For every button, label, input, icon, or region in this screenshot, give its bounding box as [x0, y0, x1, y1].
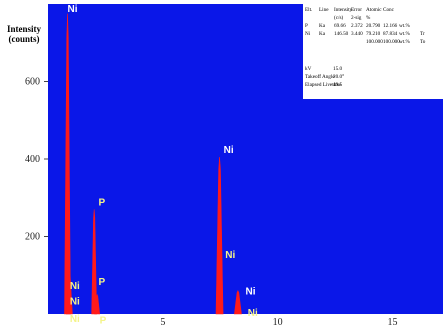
spectrum-peak	[215, 157, 224, 315]
parameter-cell: 49.5	[333, 82, 342, 88]
peak-label: Ni	[70, 314, 80, 325]
y-axis-label-line-1: Intensity	[7, 24, 42, 34]
parameter-cell: 20.0°	[333, 73, 344, 80]
y-axis-ticks: 200 400 600	[25, 77, 48, 243]
table-cell: Elt.	[305, 7, 312, 13]
table-cell: Line	[319, 7, 329, 13]
spectrum-peak	[94, 293, 101, 315]
peak-label: Ni	[68, 4, 78, 15]
table-cell: Atomic	[366, 7, 382, 13]
parameter-cell: Elapsed Livetime	[305, 82, 342, 88]
table-background	[303, 4, 443, 99]
spectrum-layer	[64, 13, 242, 315]
table-cell: 2-sig	[351, 15, 362, 21]
table-cell: P	[305, 23, 308, 29]
y-axis-label: Intensity (counts)	[7, 24, 42, 44]
table-cell: Conc	[383, 7, 395, 13]
parameter-cell: Takeoff Angle	[305, 73, 335, 80]
peak-label: P	[100, 316, 107, 327]
peak-label: P	[99, 277, 106, 288]
table-cell: Error	[351, 7, 362, 13]
y-tick-label: 400	[25, 154, 40, 165]
peak-label: Ni	[248, 308, 258, 319]
table-cell: Ka	[319, 23, 326, 29]
table-cell: wt.%	[399, 39, 410, 45]
table-cell: 87.834	[383, 31, 398, 37]
peak-label: Ni	[225, 250, 235, 261]
peak-label: P	[99, 198, 106, 209]
table-cell: Tr	[420, 31, 425, 37]
table-cell: %	[366, 15, 371, 21]
table-cell: wt.%	[399, 23, 410, 29]
table-cell: 12.166	[383, 23, 398, 29]
x-tick-label: 15	[387, 317, 397, 328]
spectrum-peak	[234, 290, 242, 315]
peak-label: Ni	[70, 296, 80, 307]
x-tick-label: 5	[160, 317, 165, 328]
table-cell: 3.440	[351, 31, 363, 37]
x-tick-label: 10	[273, 317, 283, 328]
peak-label: Ni	[224, 145, 234, 156]
peak-label: Ni	[70, 281, 80, 292]
table-cell: 69.66	[334, 23, 346, 29]
table-cell: 146.50	[334, 31, 349, 37]
table-cell: (c/s)	[334, 14, 343, 21]
parameter-cell: kV	[305, 66, 312, 72]
table-cell: 20.790	[366, 23, 381, 29]
x-axis-ticks: 5 10 15	[160, 317, 397, 328]
table-cell: Intensity	[334, 7, 353, 13]
peak-labels: Ni Ni Ni Ni P P P Ni Ni Ni Ni	[68, 4, 258, 327]
table-cell: Ka	[319, 31, 326, 37]
y-tick-label: 600	[25, 77, 40, 88]
table-cell: 100.000	[366, 39, 383, 45]
table-cell: Ni	[305, 31, 311, 37]
table-cell: 79.210	[366, 31, 381, 37]
parameter-cell: 15.0	[333, 66, 342, 72]
peak-label: Ni	[246, 287, 256, 298]
table-cell: 2.372	[351, 23, 363, 29]
table-cell: To	[420, 39, 426, 45]
table-cell: wt.%	[399, 31, 410, 37]
y-axis-label-line-2: (counts)	[9, 34, 40, 44]
y-tick-label: 200	[25, 232, 40, 243]
table-cell: 100.000	[383, 39, 400, 45]
spectrum-peak	[66, 271, 73, 315]
